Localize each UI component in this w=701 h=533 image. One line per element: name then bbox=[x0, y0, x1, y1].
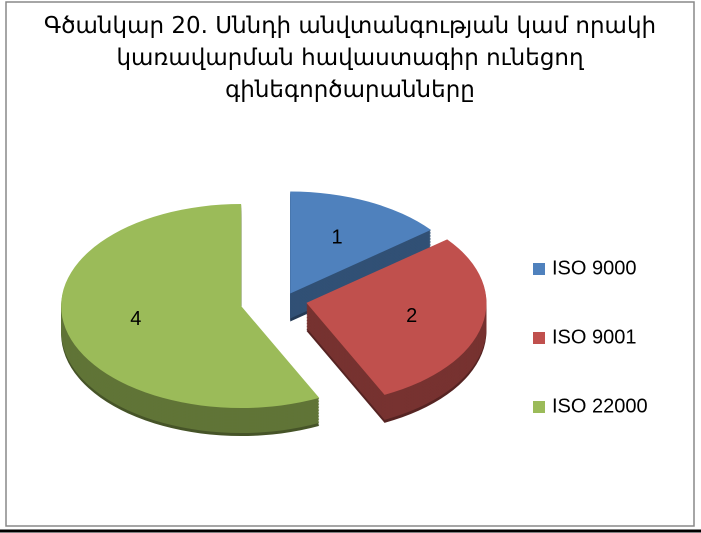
legend-label: ISO 22000 bbox=[552, 395, 648, 417]
data-label: 4 bbox=[130, 308, 141, 330]
data-label: 2 bbox=[406, 305, 417, 327]
chart-title: Գծանկար 20. Սննդի անվտանգության կամ որակ… bbox=[43, 13, 657, 103]
slice bbox=[61, 204, 320, 409]
legend-swatch bbox=[533, 401, 545, 413]
data-label: 1 bbox=[332, 227, 343, 249]
slice bbox=[290, 191, 431, 294]
legend-swatch bbox=[533, 332, 545, 344]
legend-label: ISO 9000 bbox=[552, 257, 637, 279]
slice bbox=[306, 239, 487, 395]
legend-swatch bbox=[533, 263, 545, 275]
legend-label: ISO 9001 bbox=[552, 326, 637, 348]
